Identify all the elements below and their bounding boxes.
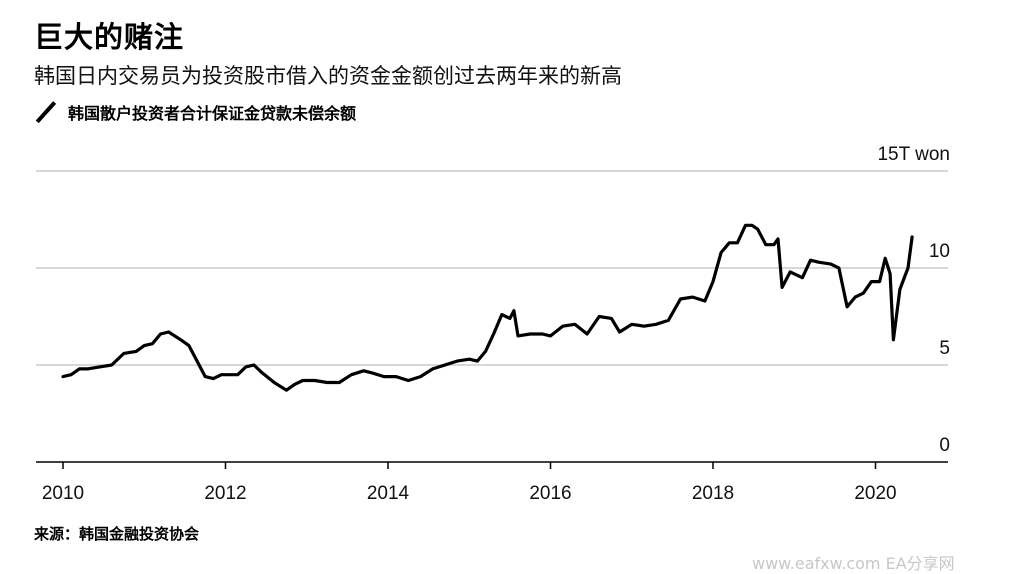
x-tick-label-2014: 2014	[367, 483, 410, 504]
source-note: 来源：韩国金融投资协会	[34, 525, 200, 543]
chart-subtitle: 韩国日内交易员为投资股市借入的资金金额创过去两年来的新高	[34, 64, 622, 88]
x-tick-label-2020: 2020	[854, 483, 896, 504]
x-axis: 2010 2012 2014 2016 2018 2020	[36, 461, 948, 504]
y-tick-label-10: 10	[929, 241, 950, 262]
grid	[36, 170, 948, 366]
y-axis-labels: 0 5 10 15T won	[877, 144, 950, 456]
legend: 韩国散户投资者合计保证金贷款未偿余额	[34, 100, 356, 124]
legend-label: 韩国散户投资者合计保证金贷款未偿余额	[68, 104, 357, 123]
x-tick-label-2012: 2012	[204, 483, 246, 504]
y-tick-label-5: 5	[939, 338, 950, 359]
y-tick-label-0: 0	[939, 435, 950, 456]
y-tick-label-15: 15T won	[877, 144, 950, 165]
x-tick-label-2018: 2018	[692, 483, 734, 504]
x-tick-label-2016: 2016	[529, 483, 571, 504]
series-layer	[61, 223, 914, 392]
x-tick-label-2010: 2010	[42, 483, 84, 504]
chart-title: 巨大的赌注	[34, 20, 185, 54]
watermark: www.eafxw.com EA分享网	[752, 554, 955, 573]
series-line-0	[61, 223, 914, 392]
